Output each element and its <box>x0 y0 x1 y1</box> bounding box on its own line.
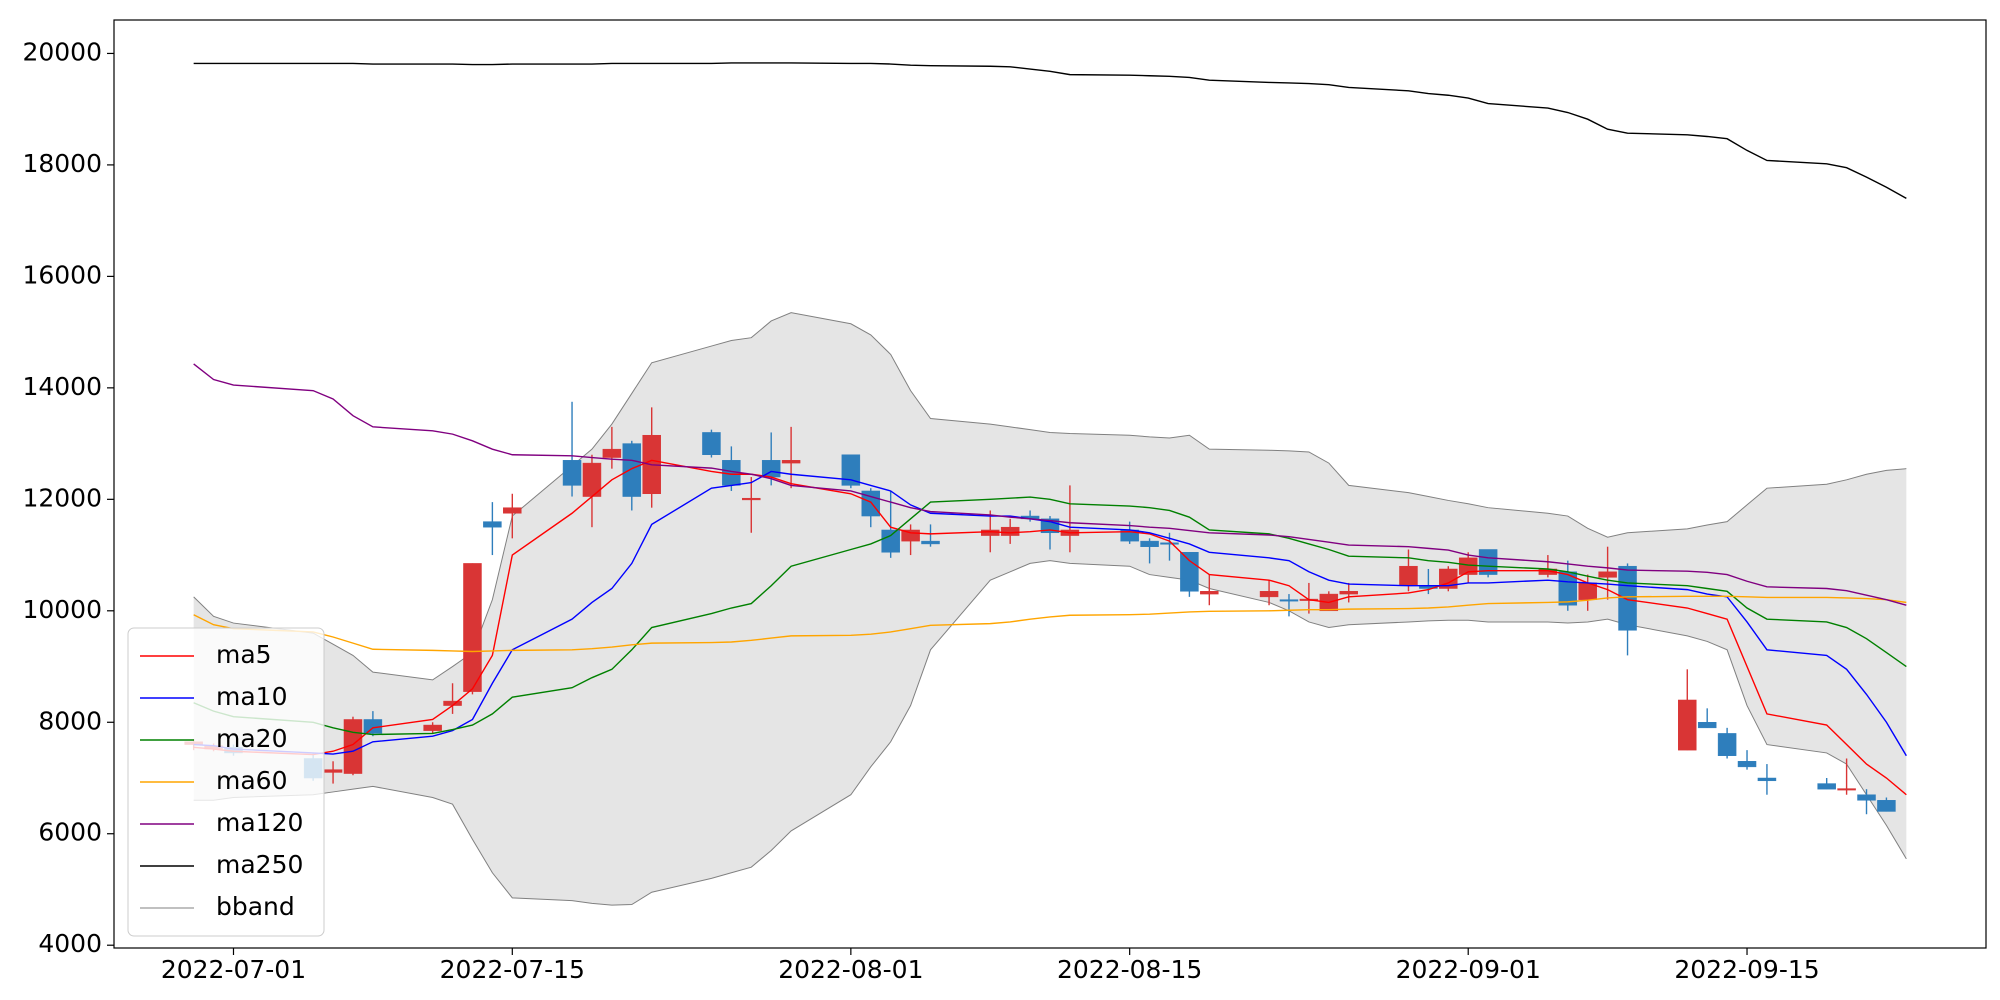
legend-label: ma10 <box>216 682 287 711</box>
candle-body <box>1399 565 1418 586</box>
ma-line <box>193 62 1907 199</box>
candle-body <box>1817 783 1836 790</box>
candle-body <box>702 432 721 455</box>
candle-body <box>742 497 761 501</box>
candle-body <box>1279 599 1299 602</box>
candle-body <box>1837 788 1856 791</box>
y-tick-label: 14000 <box>22 372 102 401</box>
ma-line <box>193 595 1907 653</box>
y-tick-label: 4000 <box>38 929 102 958</box>
candle-body <box>463 563 482 692</box>
x-tick-label: 2022-09-01 <box>1396 955 1541 984</box>
candle-body <box>1757 777 1777 782</box>
candle-body <box>1618 565 1637 631</box>
bband-line <box>193 312 1907 681</box>
candle-body <box>881 529 900 553</box>
candle-body <box>323 769 343 773</box>
legend-label: ma60 <box>216 766 287 795</box>
y-tick-label: 10000 <box>22 595 102 624</box>
candle-body <box>562 460 582 486</box>
y-tick-label: 6000 <box>38 818 102 847</box>
legend-label: ma20 <box>216 724 287 753</box>
legend-label: bband <box>216 892 295 921</box>
candle-body <box>841 454 861 486</box>
candle-body <box>602 448 622 458</box>
ma-line <box>193 363 1907 606</box>
ma-line <box>193 496 1907 736</box>
candle-body <box>981 529 1000 536</box>
y-tick-label: 12000 <box>22 483 102 512</box>
x-tick-label: 2022-08-01 <box>778 955 923 984</box>
legend-label: ma120 <box>216 808 303 837</box>
candle-body <box>1857 794 1876 801</box>
candle-body <box>921 540 940 545</box>
ma-line <box>193 470 1907 757</box>
y-tick-label: 20000 <box>22 37 102 66</box>
candle-body <box>1000 526 1020 536</box>
candle-body <box>423 724 442 731</box>
legend-box <box>127 627 325 937</box>
candle-body <box>781 460 801 464</box>
legend-label: ma250 <box>216 850 303 879</box>
candle-body <box>483 521 502 528</box>
candle-body <box>1160 542 1179 545</box>
candle-body <box>1200 591 1219 595</box>
candle-body <box>1140 540 1159 547</box>
plot-area <box>184 62 1907 906</box>
legend: ma5 ma10 ma20 ma60 ma120 ma250 bband <box>127 627 325 937</box>
candle-body <box>1439 568 1458 589</box>
candle-body <box>1737 761 1757 768</box>
x-tick-label: 2022-07-01 <box>161 955 306 984</box>
candle-body <box>1259 591 1279 598</box>
candle-body <box>1697 722 1717 729</box>
candle-body <box>1877 800 1896 812</box>
candle-body <box>1180 552 1199 592</box>
plot-frame <box>113 19 1987 949</box>
candle-body <box>1598 571 1617 578</box>
legend-label: ma5 <box>216 640 272 669</box>
y-tick-label: 16000 <box>22 260 102 289</box>
x-tick-label: 2022-07-15 <box>440 955 585 984</box>
y-tick-label: 8000 <box>38 706 102 735</box>
ma-line <box>193 459 1907 796</box>
candle-body <box>1678 699 1697 751</box>
x-tick-label: 2022-08-15 <box>1057 955 1202 984</box>
candle-body <box>1339 591 1358 595</box>
bband-area <box>193 312 1907 906</box>
candle-body <box>503 507 522 514</box>
y-tick-label: 18000 <box>22 149 102 178</box>
candle-body <box>1717 733 1737 756</box>
candle-body <box>901 529 920 542</box>
x-tick-label: 2022-09-15 <box>1674 955 1819 984</box>
candle-body <box>1478 549 1498 575</box>
candle-body <box>622 443 642 497</box>
